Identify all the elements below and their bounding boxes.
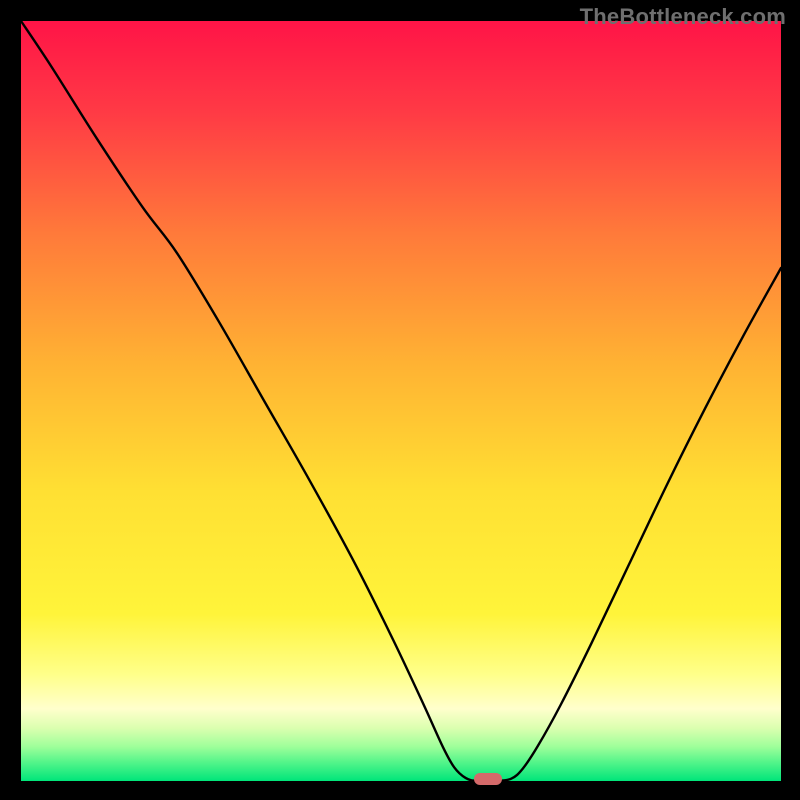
bottleneck-chart	[0, 0, 800, 800]
plot-area	[21, 21, 781, 781]
chart-stage: TheBottleneck.com	[0, 0, 800, 800]
optimum-marker	[474, 773, 502, 785]
watermark-text: TheBottleneck.com	[580, 4, 786, 30]
